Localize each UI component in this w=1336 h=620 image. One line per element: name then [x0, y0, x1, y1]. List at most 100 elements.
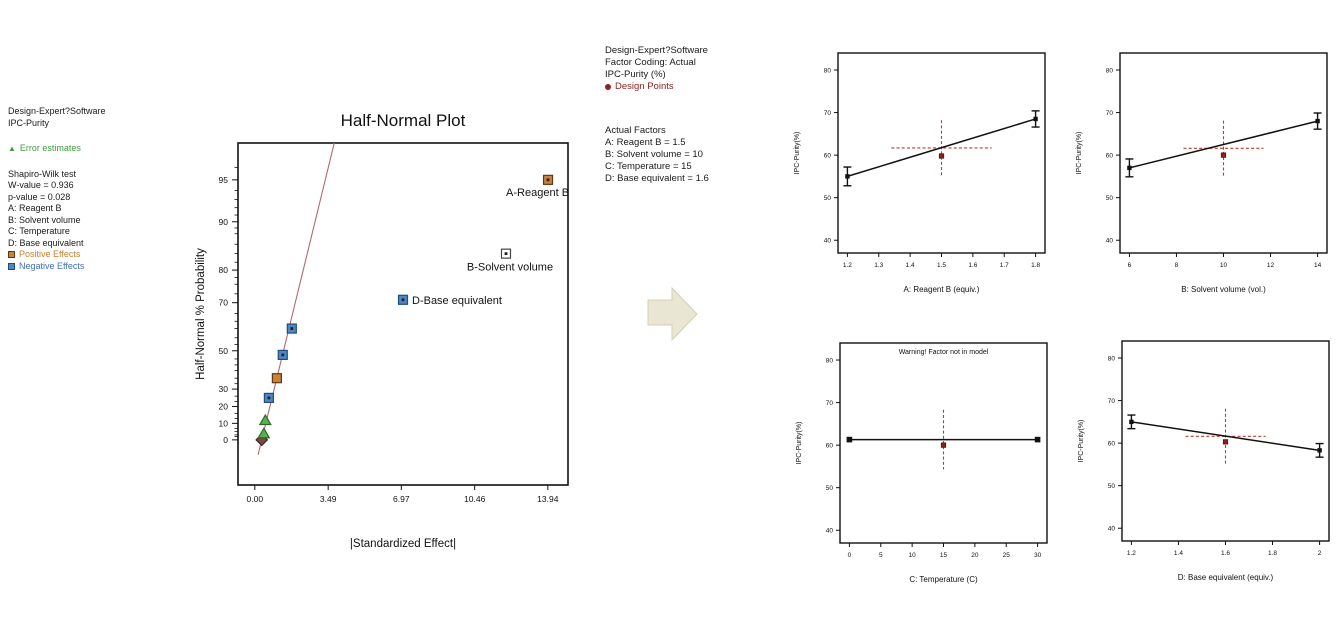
svg-text:2: 2: [1318, 550, 1322, 557]
svg-text:40: 40: [824, 238, 832, 245]
svg-text:0.00: 0.00: [247, 494, 264, 504]
design-point-icon: [605, 84, 611, 90]
svg-text:A: Reagent B (equiv.): A: Reagent B (equiv.): [904, 285, 980, 294]
actual-factors-title: Actual Factors: [605, 125, 666, 136]
legend-positive-effects: Positive Effects: [8, 249, 193, 261]
response-name-2: IPC-Purity (%): [605, 69, 666, 80]
svg-text:1.6: 1.6: [1221, 550, 1230, 557]
response-name: IPC-Purity: [8, 117, 50, 128]
svg-text:30: 30: [219, 384, 229, 394]
triangle-icon: ▲: [8, 143, 16, 153]
legend-negative-effects: Negative Effects: [8, 261, 193, 273]
svg-text:50: 50: [219, 346, 229, 356]
svg-text:20: 20: [971, 552, 979, 559]
p-value: p-value = 0.028: [8, 191, 71, 202]
svg-text:|Standardized Effect|: |Standardized Effect|: [350, 538, 456, 550]
positive-square-icon: [8, 251, 15, 259]
svg-text:A-Reagent B: A-Reagent B: [506, 187, 569, 199]
svg-text:60: 60: [1106, 153, 1114, 160]
svg-text:80: 80: [824, 68, 832, 75]
svg-text:IPC-Purity(%): IPC-Purity(%): [794, 132, 801, 175]
svg-text:15: 15: [940, 552, 948, 559]
svg-text:70: 70: [824, 110, 832, 117]
svg-text:C: Temperature (C): C: Temperature (C): [909, 575, 978, 584]
half-normal-plot: Half-Normal Plot 0.00 3.49 6.97 10.46 13.94 |S…: [195, 111, 569, 550]
effect-plot-base-equivalent: 1.2 1.4 1.6 1.8 2 40 50 60 70 80 D: Base equivalen…: [1078, 340, 1330, 582]
legend-design-points: Design Points: [605, 81, 815, 93]
effect-plot-temperature: 0 5 10 15 20 25 30 40 50 60 70 80 C: Temperature (C)…: [796, 342, 1048, 584]
svg-text:1.3: 1.3: [874, 262, 883, 269]
actual-factor-a: A: Reagent B = 1.5: [605, 137, 686, 148]
svg-text:5: 5: [879, 552, 883, 559]
svg-text:D: Base equivalent (equiv.): D: Base equivalent (equiv.): [1178, 573, 1274, 582]
svg-text:70: 70: [219, 298, 229, 308]
legend-design-points-label: Design Points: [615, 81, 674, 92]
svg-text:Warning! Factor not in model: Warning! Factor not in model: [899, 349, 989, 356]
svg-text:IPC-Purity(%): IPC-Purity(%): [1078, 420, 1085, 463]
svg-text:50: 50: [1106, 195, 1114, 202]
legend-positive-label: Positive Effects: [19, 249, 81, 259]
svg-text:Half-Normal % Probability: Half-Normal % Probability: [195, 248, 207, 380]
effect-plot-reagent-b: 1.2 1.3 1.4 1.5 1.6 1.7 1.8 40 50 60 70 80 A: Reagen…: [794, 52, 1046, 294]
svg-text:IPC-Purity(%): IPC-Purity(%): [796, 422, 803, 465]
svg-text:0: 0: [848, 552, 852, 559]
svg-text:70: 70: [1108, 398, 1116, 405]
right-arrow-icon: [647, 286, 698, 342]
svg-text:12: 12: [1267, 262, 1275, 269]
svg-text:70: 70: [826, 400, 834, 407]
software-title-2: Design-Expert?Software: [605, 45, 708, 56]
svg-text:14: 14: [1314, 262, 1322, 269]
svg-text:B: Solvent volume (vol.): B: Solvent volume (vol.): [1181, 285, 1266, 294]
svg-text:D-Base equivalent: D-Base equivalent: [412, 295, 502, 307]
software-title: Design-Expert?Software: [8, 106, 106, 116]
svg-text:50: 50: [1108, 483, 1116, 490]
svg-text:1.2: 1.2: [843, 262, 852, 269]
legend-negative-label: Negative Effects: [19, 260, 85, 271]
svg-text:1.4: 1.4: [1174, 550, 1183, 557]
factor-b-label: B: Solvent volume: [8, 214, 81, 225]
svg-text:50: 50: [826, 485, 834, 492]
svg-text:60: 60: [824, 153, 832, 160]
shapiro-test-label: Shapiro-Wilk test: [8, 168, 77, 179]
w-value: W-value = 0.936: [8, 180, 74, 190]
svg-text:80: 80: [1106, 68, 1114, 75]
legend-error-estimates: ▲ Error estimates: [8, 143, 193, 155]
factor-a-label: A: Reagent B: [8, 203, 62, 213]
effect-plot-solvent-volume: 6 8 10 12 14 40 50 60 70 80 B: Solvent volume (vol…: [1076, 52, 1328, 294]
svg-text:10: 10: [909, 552, 917, 559]
svg-text:1.6: 1.6: [968, 262, 977, 269]
svg-text:0: 0: [223, 435, 228, 445]
factor-c-label: C: Temperature: [8, 226, 70, 236]
svg-text:20: 20: [219, 402, 229, 412]
svg-text:80: 80: [1108, 356, 1116, 363]
svg-text:70: 70: [1106, 110, 1114, 117]
svg-text:40: 40: [1108, 526, 1116, 533]
halfnormal-legend-panel: Design-Expert?Software IPC-Purity ▲ Erro…: [8, 106, 193, 272]
svg-text:1.8: 1.8: [1031, 262, 1040, 269]
effects-legend-panel: Design-Expert?Software Factor Coding: Ac…: [605, 45, 815, 185]
actual-factor-d: D: Base equivalent = 1.6: [605, 173, 709, 184]
svg-text:60: 60: [1108, 441, 1116, 448]
svg-text:B-Solvent volume: B-Solvent volume: [467, 262, 553, 274]
svg-text:10: 10: [219, 418, 229, 428]
svg-text:95: 95: [219, 175, 229, 185]
svg-text:3.49: 3.49: [320, 494, 337, 504]
svg-text:60: 60: [826, 443, 834, 450]
svg-text:1.4: 1.4: [906, 262, 915, 269]
svg-text:40: 40: [826, 528, 834, 535]
svg-text:6: 6: [1128, 262, 1132, 269]
factor-d-label: D: Base equivalent: [8, 237, 84, 248]
svg-text:1.8: 1.8: [1268, 550, 1277, 557]
svg-text:6.97: 6.97: [393, 494, 410, 504]
svg-text:80: 80: [219, 265, 229, 275]
svg-text:IPC-Purity(%): IPC-Purity(%): [1076, 132, 1083, 175]
actual-factor-b: B: Solvent volume = 10: [605, 149, 703, 160]
actual-factor-c: C: Temperature = 15: [605, 161, 692, 172]
svg-text:1.2: 1.2: [1127, 550, 1136, 557]
svg-text:40: 40: [1106, 238, 1114, 245]
svg-text:10.46: 10.46: [464, 494, 486, 504]
svg-text:90: 90: [219, 217, 229, 227]
svg-text:25: 25: [1003, 552, 1011, 559]
svg-text:50: 50: [824, 195, 832, 202]
